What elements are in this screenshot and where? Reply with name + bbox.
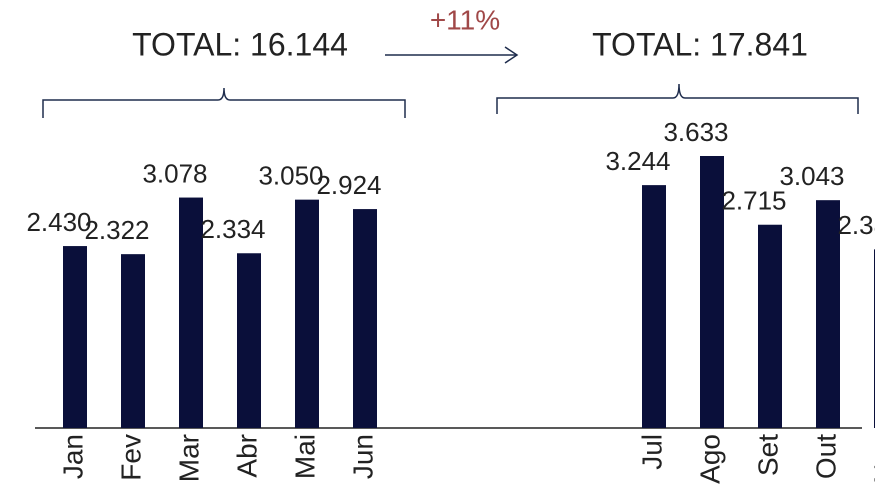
x-tick-label: Jul xyxy=(636,434,667,470)
value-label: 3.050 xyxy=(258,161,323,191)
brace-left xyxy=(42,87,406,118)
value-label: 2.334 xyxy=(200,214,265,244)
bar xyxy=(700,156,724,428)
bar xyxy=(63,246,87,428)
bar xyxy=(179,197,203,428)
value-label: 2.386 xyxy=(837,210,875,240)
growth-annotation: +11% xyxy=(430,4,500,35)
x-tick-label: Mai xyxy=(289,434,320,479)
total-right: TOTAL: 17.841 xyxy=(592,26,808,62)
value-label: 2.924 xyxy=(316,170,381,200)
value-label: 2.430 xyxy=(26,207,91,237)
x-tick-label: Ago xyxy=(694,434,725,484)
value-label: 2.322 xyxy=(84,215,149,245)
x-tick-label: Fev xyxy=(115,434,146,481)
bar xyxy=(121,254,145,428)
bar xyxy=(758,224,782,428)
x-tick-label: Set xyxy=(752,434,783,476)
bar xyxy=(237,253,261,428)
brace-right xyxy=(496,83,859,114)
x-tick-label: Jun xyxy=(347,434,378,479)
x-tick-label: Out xyxy=(810,434,841,479)
arrow xyxy=(385,46,519,64)
bar xyxy=(816,200,840,428)
total-left: TOTAL: 16.144 xyxy=(132,26,348,62)
bar xyxy=(353,209,377,428)
x-tick-label: Jan xyxy=(57,434,88,479)
x-tick-label: Nov xyxy=(868,434,875,484)
value-label: 3.043 xyxy=(779,161,844,191)
x-tick-label: Mar xyxy=(173,434,204,482)
bar xyxy=(295,199,319,428)
value-label: 3.244 xyxy=(605,146,670,176)
bar xyxy=(642,185,666,428)
value-label: 2.715 xyxy=(721,186,786,216)
value-label: 3.078 xyxy=(142,158,207,188)
x-tick-label: Abr xyxy=(231,434,262,478)
value-label: 3.633 xyxy=(663,117,728,147)
